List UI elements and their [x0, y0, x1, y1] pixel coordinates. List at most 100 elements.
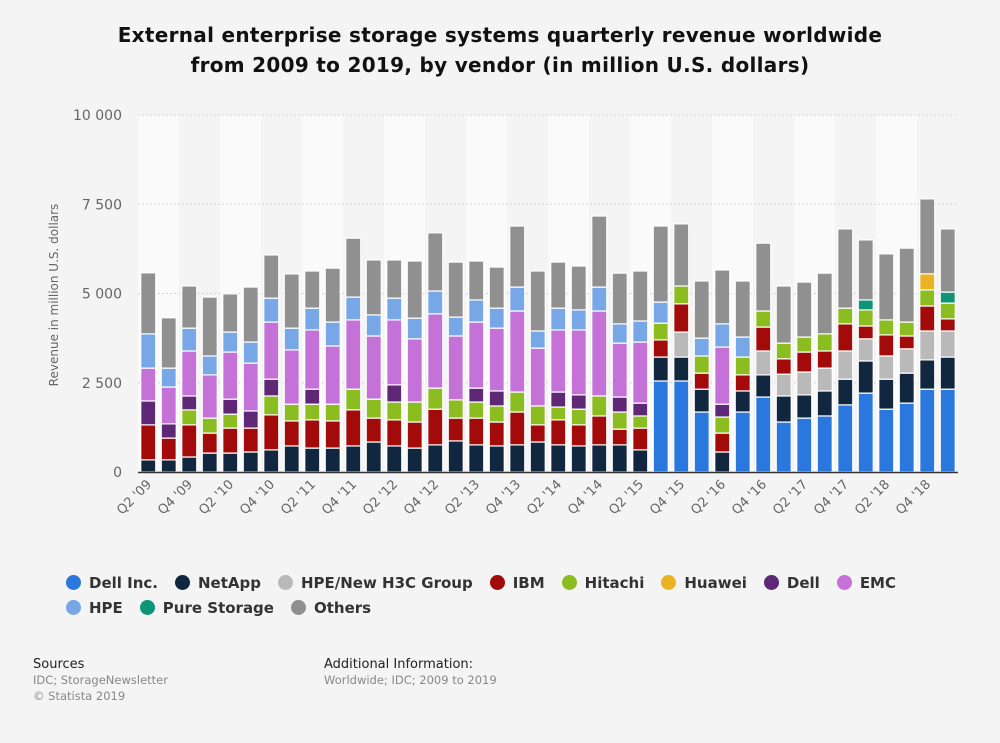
bar-segment-others[interactable]: [673, 223, 690, 287]
bar-segment-hitachi[interactable]: [283, 403, 300, 422]
bar-segment-emc[interactable]: [140, 367, 157, 402]
bar-segment-netapp[interactable]: [878, 378, 895, 410]
bar-segment-netapp[interactable]: [632, 449, 649, 473]
bar-segment-hpe[interactable]: [447, 316, 464, 337]
bar-segment-others[interactable]: [816, 272, 833, 335]
bar-segment-netapp[interactable]: [673, 356, 690, 382]
bar-segment-hitachi[interactable]: [550, 406, 567, 421]
bar-segment-dell[interactable]: [632, 402, 649, 417]
bar-segment-others[interactable]: [755, 242, 772, 312]
bar-segment-hitachi[interactable]: [427, 387, 444, 410]
bar-segment-hitachi[interactable]: [816, 333, 833, 352]
bar-segment-dell[interactable]: [222, 398, 239, 415]
bar-segment-netapp[interactable]: [652, 356, 669, 382]
bar-segment-emc[interactable]: [529, 347, 546, 407]
additional-info-title[interactable]: Additional Information:: [324, 657, 474, 672]
bar-segment-others[interactable]: [591, 215, 608, 288]
bar-segment-emc[interactable]: [242, 362, 259, 412]
bar-segment-emc[interactable]: [263, 321, 280, 380]
bar-segment-others[interactable]: [222, 293, 239, 333]
bar-segment-netapp[interactable]: [324, 447, 341, 473]
bar-segment-hitachi[interactable]: [775, 342, 792, 360]
bar-segment-hpe-new-h3c-group[interactable]: [775, 373, 792, 397]
bar-segment-hitachi[interactable]: [652, 322, 669, 341]
bar-segment-hpe[interactable]: [365, 314, 382, 337]
bar-segment-ibm[interactable]: [406, 421, 423, 449]
bar-segment-hitachi[interactable]: [878, 319, 895, 336]
bar-segment-ibm[interactable]: [345, 409, 362, 447]
bar-segment-netapp[interactable]: [775, 395, 792, 423]
bar-segment-hpe[interactable]: [550, 307, 567, 331]
bar-segment-netapp[interactable]: [714, 451, 731, 473]
bar-segment-dell[interactable]: [263, 378, 280, 397]
bar-segment-dell-inc[interactable]: [775, 421, 792, 473]
bar-segment-emc[interactable]: [160, 386, 177, 425]
bar-segment-others[interactable]: [632, 270, 649, 322]
bar-segment-netapp[interactable]: [837, 378, 854, 406]
bar-segment-dell-inc[interactable]: [796, 417, 813, 473]
bar-segment-others[interactable]: [857, 239, 874, 301]
bar-segment-netapp[interactable]: [160, 459, 177, 473]
bar-segment-hitachi[interactable]: [611, 411, 628, 430]
bar-segment-ibm[interactable]: [837, 323, 854, 352]
bar-segment-hpe[interactable]: [570, 309, 587, 331]
bar-segment-ibm[interactable]: [673, 303, 690, 333]
legend-item-dell[interactable]: Dell: [763, 574, 820, 592]
bar-segment-hpe[interactable]: [140, 333, 157, 369]
bar-segment-ibm[interactable]: [816, 350, 833, 369]
bar-segment-dell-inc[interactable]: [898, 402, 915, 473]
bar-segment-emc[interactable]: [488, 327, 505, 392]
bar-segment-hitachi[interactable]: [632, 415, 649, 429]
bar-segment-pure-storage[interactable]: [857, 299, 874, 311]
bar-segment-netapp[interactable]: [550, 444, 567, 473]
bar-segment-hitachi[interactable]: [509, 391, 526, 413]
bar-segment-hitachi[interactable]: [468, 401, 485, 419]
bar-segment-ibm[interactable]: [181, 424, 198, 458]
bar-segment-netapp[interactable]: [140, 459, 157, 473]
bar-segment-ibm[interactable]: [529, 424, 546, 443]
bar-segment-ibm[interactable]: [878, 334, 895, 357]
bar-segment-hpe[interactable]: [304, 307, 321, 331]
bar-segment-ibm[interactable]: [939, 318, 956, 332]
bar-segment-netapp[interactable]: [447, 440, 464, 473]
bar-segment-hitachi[interactable]: [304, 403, 321, 421]
bar-segment-others[interactable]: [570, 265, 587, 311]
bar-segment-hitachi[interactable]: [714, 416, 731, 434]
bar-segment-ibm[interactable]: [447, 417, 464, 442]
bar-segment-hpe-new-h3c-group[interactable]: [898, 348, 915, 374]
bar-segment-ibm[interactable]: [652, 339, 669, 358]
bar-segment-netapp[interactable]: [386, 445, 403, 473]
bar-segment-ibm[interactable]: [693, 372, 710, 390]
bar-segment-others[interactable]: [919, 198, 936, 275]
bar-segment-hitachi[interactable]: [345, 388, 362, 411]
bar-segment-others[interactable]: [345, 237, 362, 298]
bar-segment-ibm[interactable]: [160, 437, 177, 461]
bar-segment-huawei[interactable]: [919, 273, 936, 291]
bar-segment-hpe[interactable]: [181, 327, 198, 352]
bar-segment-emc[interactable]: [304, 329, 321, 390]
bar-segment-others[interactable]: [447, 261, 464, 318]
bar-segment-hpe-new-h3c-group[interactable]: [837, 350, 854, 380]
bar-segment-netapp[interactable]: [796, 394, 813, 419]
bar-segment-emc[interactable]: [447, 335, 464, 401]
legend-item-hpe[interactable]: HPE: [66, 599, 123, 617]
bar-segment-netapp[interactable]: [570, 445, 587, 473]
bar-segment-ibm[interactable]: [242, 427, 259, 453]
bar-segment-hitachi[interactable]: [181, 409, 198, 426]
bar-segment-hpe[interactable]: [242, 341, 259, 364]
bar-segment-others[interactable]: [427, 232, 444, 292]
legend-item-hpe-new-h3c-group[interactable]: HPE/New H3C Group: [277, 574, 473, 592]
bar-segment-netapp[interactable]: [898, 372, 915, 404]
bar-segment-hpe[interactable]: [406, 317, 423, 340]
bar-segment-dell-inc[interactable]: [857, 392, 874, 473]
bar-segment-dell[interactable]: [714, 403, 731, 418]
legend-item-others[interactable]: Others: [290, 599, 371, 617]
bar-segment-hpe[interactable]: [386, 297, 403, 321]
bar-segment-others[interactable]: [611, 272, 628, 325]
bar-segment-ibm[interactable]: [755, 326, 772, 352]
bar-segment-ibm[interactable]: [570, 424, 587, 447]
bar-segment-netapp[interactable]: [201, 452, 218, 473]
bar-segment-hpe[interactable]: [345, 296, 362, 321]
bar-segment-emc[interactable]: [632, 341, 649, 404]
bar-segment-hpe[interactable]: [324, 321, 341, 347]
